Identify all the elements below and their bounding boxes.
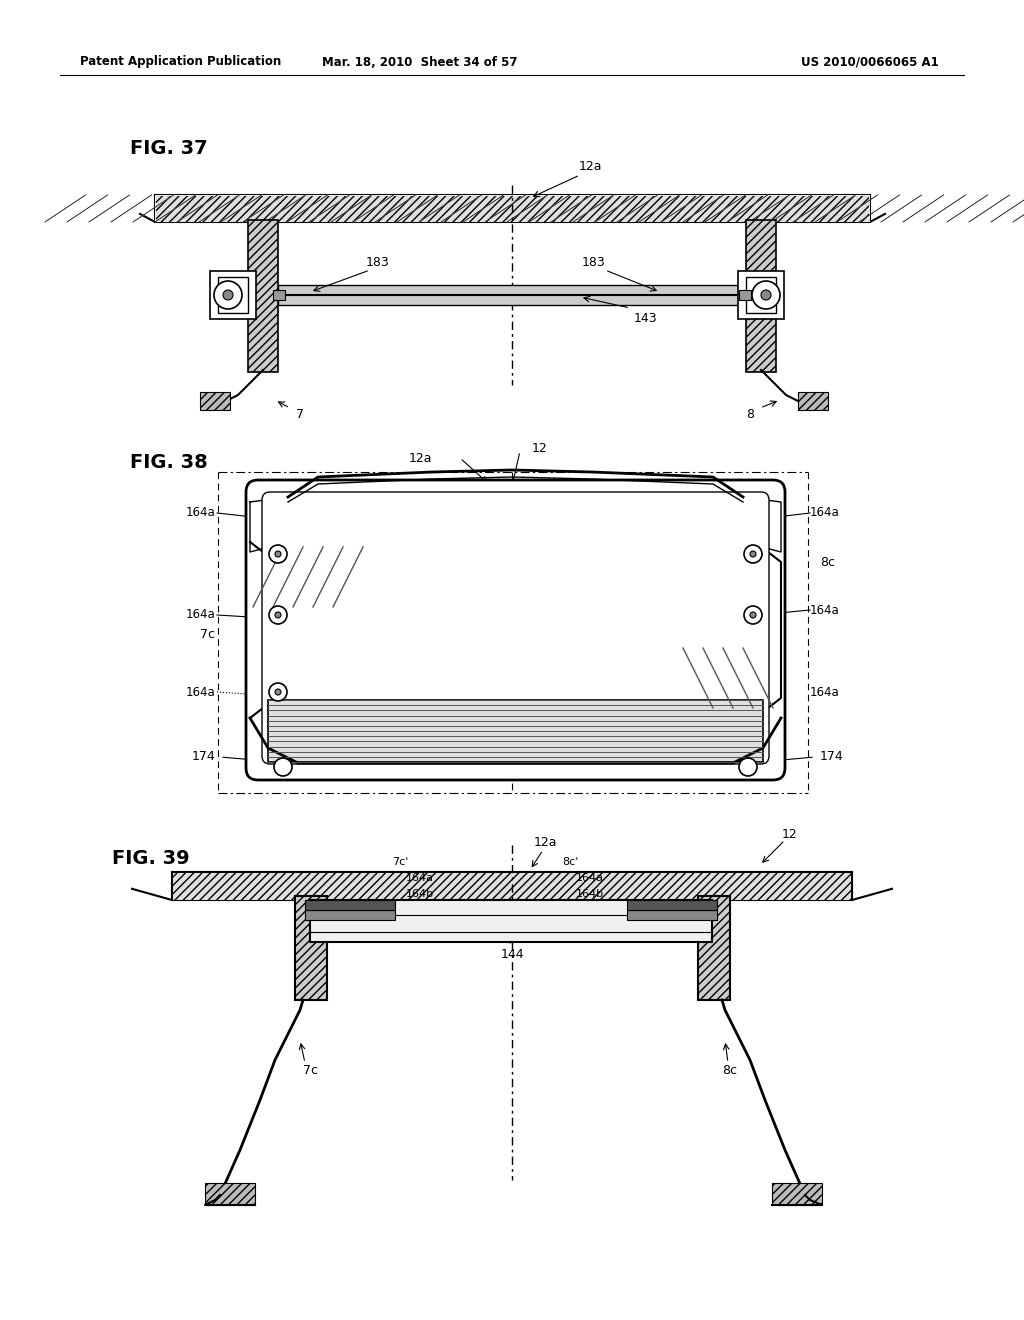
Text: 8c: 8c	[723, 1064, 737, 1077]
Circle shape	[275, 550, 281, 557]
Text: 164b: 164b	[406, 888, 434, 899]
Text: 12: 12	[532, 442, 548, 455]
Text: 174: 174	[820, 751, 844, 763]
Text: 12: 12	[782, 829, 798, 842]
Text: 12a: 12a	[579, 161, 602, 173]
Text: 8: 8	[746, 408, 754, 421]
Polygon shape	[743, 498, 781, 552]
Bar	[739, 290, 751, 300]
FancyBboxPatch shape	[262, 492, 769, 764]
Circle shape	[750, 550, 756, 557]
Circle shape	[223, 290, 233, 300]
Text: 144: 144	[500, 949, 524, 961]
Bar	[746, 220, 776, 372]
Circle shape	[269, 606, 287, 624]
Text: 7c': 7c'	[392, 857, 409, 867]
Text: 183: 183	[367, 256, 390, 268]
Polygon shape	[250, 543, 276, 718]
Bar	[218, 277, 248, 313]
Text: 164a: 164a	[810, 603, 840, 616]
Text: 164b: 164b	[575, 888, 604, 899]
Bar	[248, 220, 278, 372]
Text: 143: 143	[633, 312, 656, 325]
Text: 164a: 164a	[185, 685, 215, 698]
Bar	[627, 900, 717, 909]
Text: FIG. 38: FIG. 38	[130, 453, 208, 471]
Bar	[305, 909, 395, 920]
Text: 164a: 164a	[185, 507, 215, 520]
Bar	[738, 271, 784, 319]
Bar	[746, 277, 776, 313]
Circle shape	[275, 689, 281, 696]
Bar	[205, 1183, 255, 1205]
Circle shape	[274, 758, 292, 776]
Bar	[200, 392, 230, 411]
Text: 164a: 164a	[406, 873, 434, 883]
Text: US 2010/0066065 A1: US 2010/0066065 A1	[801, 55, 939, 69]
Bar	[310, 900, 712, 942]
Text: 8c': 8c'	[618, 572, 637, 585]
Circle shape	[761, 290, 771, 300]
Text: 12a: 12a	[534, 837, 557, 850]
Bar	[698, 896, 730, 1001]
Text: 164a: 164a	[185, 609, 215, 622]
Circle shape	[744, 545, 762, 564]
Text: 7c: 7c	[200, 628, 215, 642]
Text: FIG. 37: FIG. 37	[130, 139, 208, 157]
Bar	[305, 900, 395, 909]
Circle shape	[269, 545, 287, 564]
Bar	[278, 285, 746, 305]
Text: 7: 7	[296, 408, 304, 421]
Circle shape	[744, 606, 762, 624]
Text: 183: 183	[582, 256, 606, 268]
Bar	[627, 909, 717, 920]
Circle shape	[275, 612, 281, 618]
Text: 174: 174	[191, 751, 215, 763]
Circle shape	[739, 758, 757, 776]
Polygon shape	[755, 543, 781, 718]
Text: Mar. 18, 2010  Sheet 34 of 57: Mar. 18, 2010 Sheet 34 of 57	[323, 55, 518, 69]
Circle shape	[752, 281, 780, 309]
Circle shape	[269, 682, 287, 701]
Polygon shape	[250, 498, 288, 552]
Text: 164a: 164a	[810, 507, 840, 520]
Bar	[173, 873, 851, 899]
Bar	[295, 896, 327, 1001]
FancyBboxPatch shape	[246, 480, 785, 780]
Bar	[772, 1183, 822, 1205]
Bar	[273, 290, 285, 300]
Bar	[210, 271, 256, 319]
Bar	[268, 700, 763, 762]
Text: 8c: 8c	[820, 556, 835, 569]
Text: FIG. 39: FIG. 39	[112, 849, 189, 867]
Text: 7c: 7c	[302, 1064, 317, 1077]
Text: 7c': 7c'	[346, 639, 365, 652]
Text: 144: 144	[465, 661, 495, 675]
Bar	[798, 392, 828, 411]
Text: 12a: 12a	[409, 453, 432, 466]
Text: 164a: 164a	[810, 685, 840, 698]
Text: Patent Application Publication: Patent Application Publication	[80, 55, 282, 69]
Circle shape	[750, 612, 756, 618]
Bar	[156, 195, 869, 222]
Text: 164a: 164a	[575, 873, 604, 883]
Bar	[155, 195, 870, 222]
Text: 8c': 8c'	[562, 857, 579, 867]
Circle shape	[214, 281, 242, 309]
